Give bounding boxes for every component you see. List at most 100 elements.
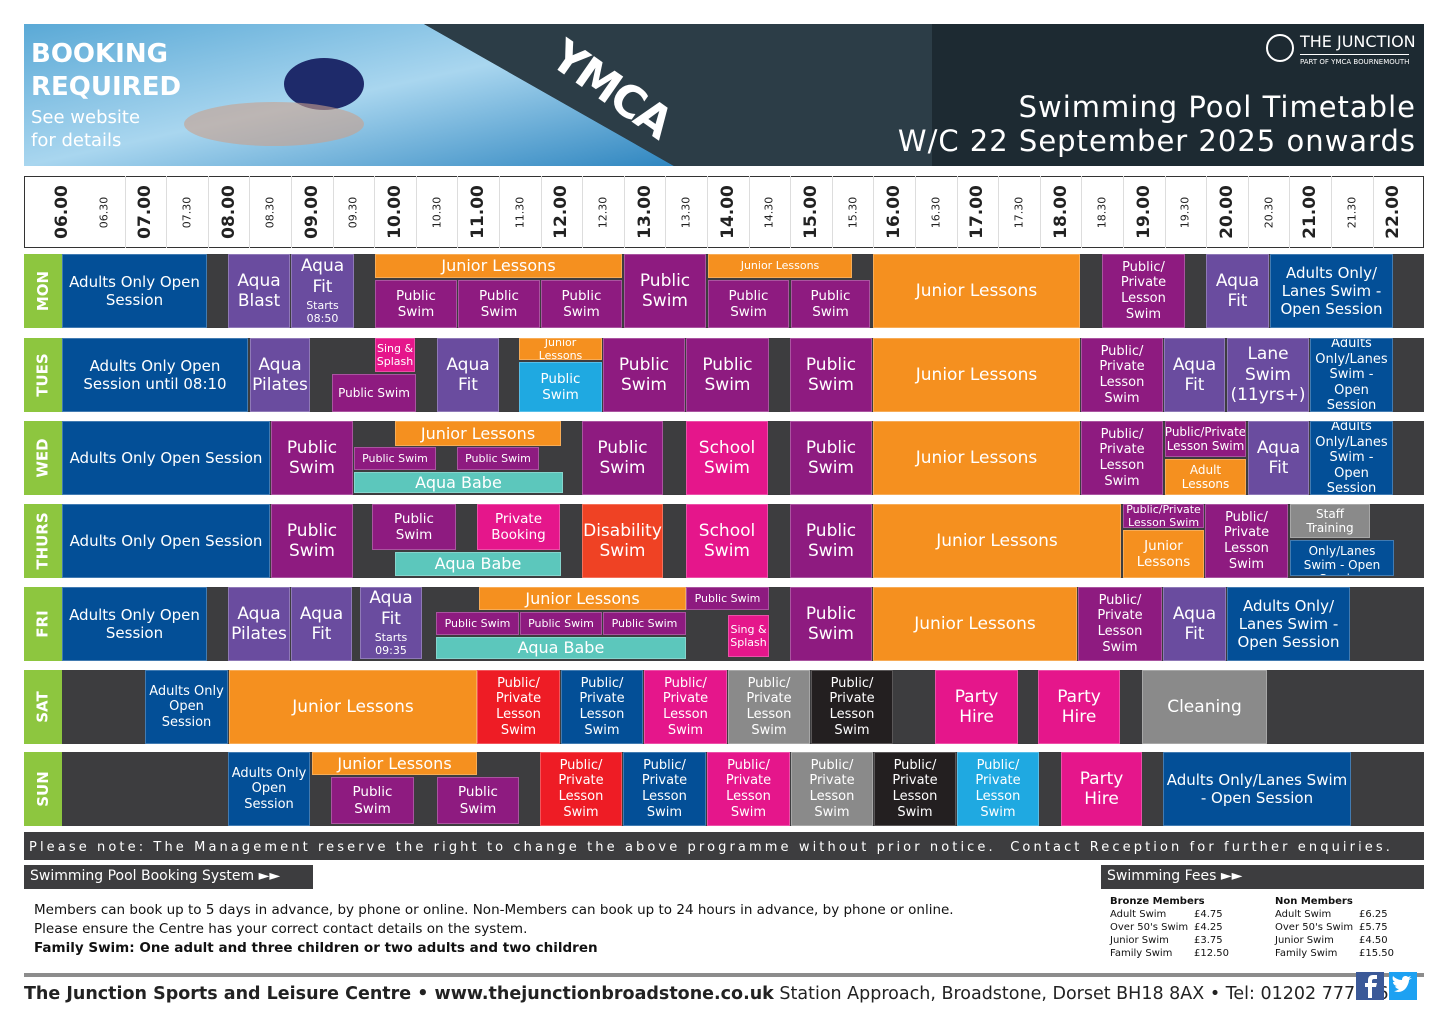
time-tick: 20.30 xyxy=(1258,182,1278,242)
session-label: Public Swim xyxy=(694,591,761,605)
fee-row: Junior Swim £4.50 xyxy=(1275,934,1415,947)
session-label: Public/ Private Lesson Swim xyxy=(579,675,625,738)
booking-title: BOOKING REQUIRED xyxy=(31,39,182,102)
session-label: Adults Only/ Lanes Swim - Open Session xyxy=(1280,264,1383,318)
session: Adults Only Open Session xyxy=(228,752,310,826)
time-axis xyxy=(24,176,1424,248)
time-divider xyxy=(1247,176,1249,248)
time-label: 13.00 xyxy=(634,185,655,239)
time-tick: 21.30 xyxy=(1342,182,1362,242)
session-label: Public/ Private Lesson Swim xyxy=(829,675,875,738)
disclaimer: Please note: The Management reserve the … xyxy=(29,840,1393,855)
session: Junior Lessons xyxy=(395,421,561,446)
session: Party Hire xyxy=(1061,752,1142,826)
session-label: Public/ Private Lesson Swim xyxy=(746,675,792,738)
session-label: Public Swim xyxy=(810,287,851,320)
time-divider xyxy=(249,176,251,248)
time-label: 11.30 xyxy=(513,196,527,228)
time-divider xyxy=(1331,176,1332,248)
session: School Swim xyxy=(686,504,768,578)
time-label: 12.30 xyxy=(596,196,610,228)
subtitle: W/C 22 September 2025 onwards xyxy=(897,124,1416,158)
session: Aqua Fit xyxy=(1163,587,1226,661)
session-label: Public Swim xyxy=(805,520,857,561)
session-label: Adults Only Open Session xyxy=(69,449,263,467)
facebook-glyph xyxy=(1365,975,1377,998)
day-name: SUN xyxy=(33,771,52,807)
time-tick: 12.00 xyxy=(551,182,571,242)
time-tick: 21.00 xyxy=(1300,182,1320,242)
fee-row: Family Swim £15.50 xyxy=(1275,947,1415,960)
session: Junior Lessons xyxy=(873,504,1121,578)
fee-price: £3.75 xyxy=(1194,935,1223,946)
fee-price: £4.75 xyxy=(1194,909,1223,920)
session-label: Public Swim xyxy=(286,520,338,561)
session: Adults Only Open Session xyxy=(62,504,270,578)
fee-row: Adult Swim £4.75 xyxy=(1110,908,1250,921)
session: Public Swim xyxy=(372,504,456,550)
booking-text-block: Members can book up to 5 days in advance… xyxy=(34,901,1084,958)
time-tick: 07.00 xyxy=(135,182,155,242)
session-label: Public/ Private Lesson Swim xyxy=(1223,509,1270,572)
time-divider xyxy=(1164,176,1166,248)
session: Public Swim xyxy=(603,612,686,635)
session-note: Starts 08:50 xyxy=(306,299,339,326)
fee-price: £12.50 xyxy=(1194,948,1229,959)
session-label: Adults Only Open Session xyxy=(69,606,200,642)
fee-row: Family Swim £12.50 xyxy=(1110,947,1250,960)
time-divider xyxy=(582,176,584,248)
session: Public/ Private Lesson Swim xyxy=(644,670,727,744)
session: Public Swim xyxy=(375,280,457,328)
session: Public/ Private Lesson Swim xyxy=(623,752,706,826)
session-label: Public/ Private Lesson Swim xyxy=(725,757,772,820)
session-label: Aqua Fit xyxy=(446,354,490,395)
session: Public Swim xyxy=(332,374,416,412)
time-divider xyxy=(1206,176,1208,248)
session: Junior Lessons xyxy=(375,254,622,278)
fee-price: £5.75 xyxy=(1359,922,1388,933)
time-label: 11.00 xyxy=(468,185,488,239)
day-label: FRI xyxy=(24,587,62,661)
session-label: Aqua Fit xyxy=(369,588,413,629)
session: Aqua Fit xyxy=(437,338,499,412)
session-label: Aqua Fit xyxy=(1215,270,1260,311)
session: Public/ Private Lesson Swim xyxy=(1081,338,1163,412)
session: Public Swim xyxy=(790,338,872,412)
time-label: 16.30 xyxy=(929,196,943,228)
time-label: 20.30 xyxy=(1261,196,1275,228)
time-label: 19.30 xyxy=(1178,196,1192,228)
session-label: Public Swim xyxy=(396,287,436,320)
time-tick: 06.30 xyxy=(94,182,114,242)
session: Aqua Fit Starts 08:50 xyxy=(291,254,354,328)
brand-icon xyxy=(1266,34,1294,62)
time-divider xyxy=(457,176,459,248)
session: Junior Lessons xyxy=(873,254,1080,328)
session: Junior Lessons xyxy=(873,421,1080,495)
day-name: WED xyxy=(34,438,52,478)
time-tick: 22.00 xyxy=(1383,182,1403,242)
session: Junior Lessons xyxy=(479,587,686,610)
time-tick: 16.30 xyxy=(926,182,946,242)
session: Sing & Splash xyxy=(728,615,769,657)
day-name: THURS xyxy=(34,512,53,570)
session-label: Adults Only/ Lanes Swim - Open Session xyxy=(1237,597,1340,651)
session-label: Public Swim xyxy=(805,354,857,395)
time-divider xyxy=(998,176,1000,248)
time-tick: 13.30 xyxy=(676,182,696,242)
session: Public Swim xyxy=(354,447,436,470)
session: Public Swim xyxy=(331,777,414,824)
session-label: Public Swim xyxy=(444,616,511,630)
session-label: Aqua Babe xyxy=(434,554,522,574)
session-label: Junior Lessons xyxy=(525,588,640,608)
session: Adults Only Open Session xyxy=(62,587,207,661)
time-divider xyxy=(374,176,376,248)
fee-table: Bronze Members Adult Swim £4.75 Over 50's S… xyxy=(1110,895,1250,960)
booking-heading: Swimming Pool Booking System ►► xyxy=(24,865,313,889)
time-label: 07.00 xyxy=(135,185,156,239)
fee-item: Adult Swim xyxy=(1110,909,1167,920)
session-label: Public/Private Lesson Swim xyxy=(1165,424,1246,453)
time-label: 14.00 xyxy=(717,185,738,239)
session: Public/ Private Lesson Swim xyxy=(561,670,643,744)
session: Public Swim xyxy=(624,254,706,328)
day-label: TUES xyxy=(24,338,62,412)
